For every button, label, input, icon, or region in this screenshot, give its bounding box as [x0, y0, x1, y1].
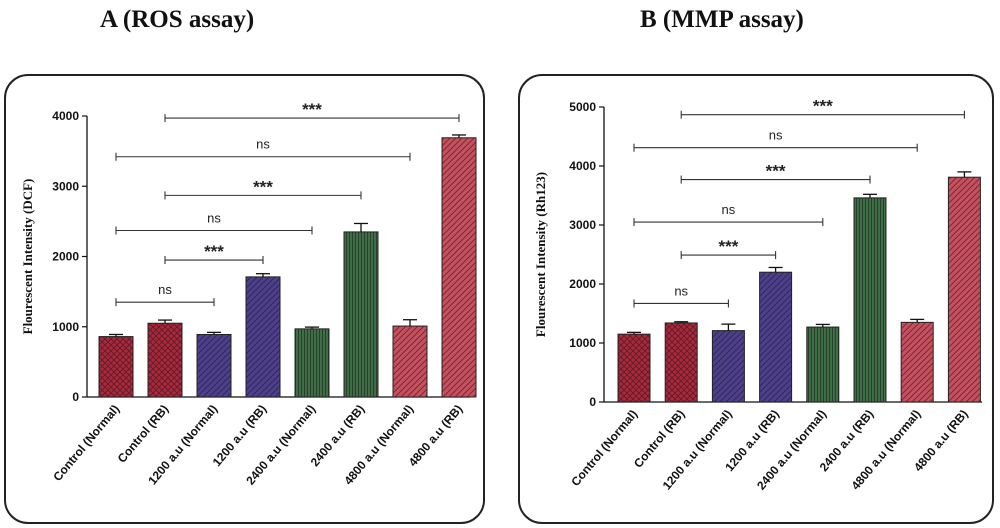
chart-a-y-tick-label: 3000: [52, 179, 79, 193]
chart-b-y-axis-label: Flourescent Intensity (Rh123): [533, 172, 548, 337]
chart-a-significance-label: ***: [253, 177, 273, 196]
chart-a-bar: [441, 137, 477, 398]
chart-b-significance-label: ns: [722, 202, 736, 217]
chart-a-x-tick-label: Control (Normal): [50, 402, 122, 484]
chart-a-significance-label: ns: [158, 282, 172, 297]
chart-b-panel: [518, 74, 994, 524]
chart-b-y-tick-label: 3000: [569, 218, 596, 232]
chart-b-y-tick-label: 4000: [569, 159, 596, 173]
chart-b-significance-label: ns: [769, 128, 783, 143]
chart-b-bar: [664, 322, 698, 403]
chart-a-y-axis-label: Flourescent Intensity (DCF): [20, 179, 35, 335]
chart-b-bar: [711, 330, 745, 403]
chart-a-panel: [4, 74, 485, 524]
chart-b-significance-label: ***: [766, 162, 786, 181]
chart-b-bar: [806, 326, 840, 403]
chart-b-title: B (MMP assay): [640, 6, 804, 33]
chart-b-bar: [900, 321, 934, 403]
chart-a-y-tick-label: 2000: [52, 250, 79, 264]
chart-b-y-tick-label: 5000: [569, 100, 596, 114]
chart-b-significance-label: ***: [718, 237, 738, 256]
chart-b-bar: [617, 333, 651, 403]
chart-a-significance-label: ns: [207, 211, 221, 226]
chart-a-significance-label: ns: [256, 137, 270, 152]
chart-a-bar: [98, 336, 134, 398]
chart-b-significance-label: ***: [813, 97, 833, 116]
chart-a-bar: [147, 322, 183, 398]
chart-a-title: A (ROS assay): [100, 6, 255, 33]
chart-a-bar: [196, 333, 232, 398]
chart-b-bar: [947, 176, 981, 403]
chart-a-y-tick-label: 0: [72, 390, 79, 404]
chart-a-y-tick-label: 1000: [52, 320, 79, 334]
chart-a-significance-label: ***: [302, 100, 322, 119]
chart-b-bar: [853, 197, 887, 403]
chart-a-bar: [392, 325, 428, 398]
chart-a-bar: [294, 328, 330, 398]
chart-a-y-tick-label: 4000: [52, 109, 79, 123]
chart-b-significance-label: ns: [674, 283, 688, 298]
chart-a-x-tick-label: Control (RB): [115, 402, 172, 466]
chart-a-bar: [343, 231, 379, 398]
chart-b-y-tick-label: 1000: [569, 336, 596, 350]
chart-a-bar: [245, 276, 281, 398]
chart-b-x-tick-label: Control (Normal): [568, 407, 640, 489]
chart-b-y-tick-label: 2000: [569, 277, 596, 291]
chart-b-bar: [759, 271, 793, 403]
chart-a-significance-label: ***: [204, 242, 224, 261]
chart-b-y-tick-label: 0: [589, 395, 596, 409]
